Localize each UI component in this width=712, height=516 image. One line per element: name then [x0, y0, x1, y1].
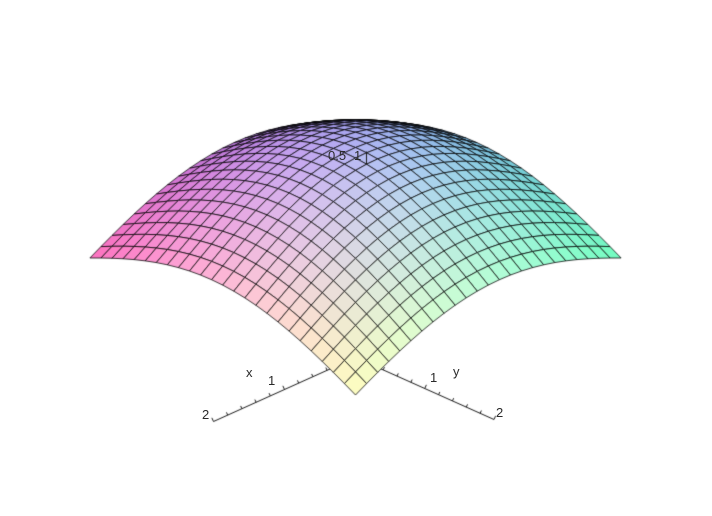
z-axis-tick-05: 0.5	[328, 148, 347, 163]
z-axis-tick-1: 1	[354, 148, 362, 163]
x-axis-tick-2: 2	[202, 407, 210, 422]
x-axis-tick-1: 1	[268, 373, 276, 388]
x-axis-label: x	[246, 365, 253, 380]
y-axis-tick-1: 1	[430, 370, 438, 385]
y-axis-tick-2: 2	[496, 405, 504, 420]
y-axis-label: y	[453, 364, 460, 379]
